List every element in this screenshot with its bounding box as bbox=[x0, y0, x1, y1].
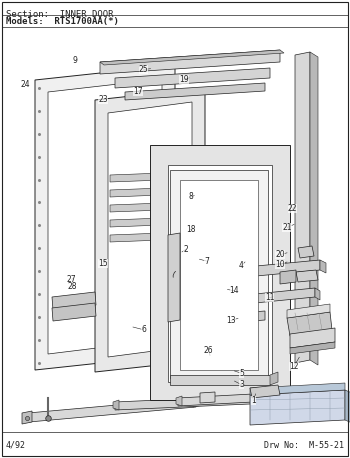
Polygon shape bbox=[235, 260, 320, 278]
Text: 9: 9 bbox=[73, 56, 78, 65]
Polygon shape bbox=[238, 311, 265, 322]
Polygon shape bbox=[287, 312, 332, 336]
Text: 12: 12 bbox=[289, 362, 299, 371]
Text: 14: 14 bbox=[230, 286, 239, 295]
Polygon shape bbox=[180, 180, 258, 370]
Text: Drw No:  M-55-21: Drw No: M-55-21 bbox=[264, 441, 344, 449]
Polygon shape bbox=[170, 375, 270, 385]
Text: 23: 23 bbox=[98, 95, 108, 104]
Polygon shape bbox=[125, 83, 265, 100]
Text: 8: 8 bbox=[188, 192, 193, 202]
Polygon shape bbox=[170, 170, 268, 378]
Text: 21: 21 bbox=[282, 223, 292, 232]
Text: 22: 22 bbox=[287, 204, 297, 213]
Polygon shape bbox=[100, 50, 280, 74]
Polygon shape bbox=[320, 260, 326, 273]
Text: 10: 10 bbox=[275, 260, 285, 269]
Polygon shape bbox=[110, 187, 190, 197]
Polygon shape bbox=[193, 396, 203, 407]
Polygon shape bbox=[35, 65, 175, 370]
Polygon shape bbox=[115, 394, 295, 410]
Polygon shape bbox=[113, 400, 119, 410]
Polygon shape bbox=[287, 304, 330, 318]
Polygon shape bbox=[52, 292, 96, 310]
Polygon shape bbox=[110, 217, 190, 227]
Text: 1: 1 bbox=[251, 396, 256, 405]
Text: 4/92: 4/92 bbox=[6, 441, 26, 449]
Text: 2: 2 bbox=[183, 245, 188, 254]
Polygon shape bbox=[295, 52, 310, 363]
Polygon shape bbox=[250, 385, 280, 398]
Text: 15: 15 bbox=[98, 259, 108, 268]
Text: 11: 11 bbox=[265, 293, 274, 302]
Polygon shape bbox=[290, 328, 335, 348]
Polygon shape bbox=[295, 394, 300, 404]
Text: 24: 24 bbox=[21, 80, 30, 89]
Polygon shape bbox=[95, 88, 205, 372]
Polygon shape bbox=[250, 383, 345, 395]
Text: Section:  INNER DOOR: Section: INNER DOOR bbox=[6, 10, 113, 19]
Polygon shape bbox=[110, 202, 190, 212]
Text: 4: 4 bbox=[239, 261, 244, 270]
Text: 18: 18 bbox=[186, 224, 196, 234]
Polygon shape bbox=[168, 165, 272, 382]
Polygon shape bbox=[110, 232, 190, 242]
Text: 6: 6 bbox=[141, 325, 146, 334]
Text: 20: 20 bbox=[275, 250, 285, 259]
Polygon shape bbox=[245, 288, 315, 304]
Polygon shape bbox=[52, 303, 96, 321]
Polygon shape bbox=[290, 342, 335, 354]
Polygon shape bbox=[100, 50, 284, 65]
Text: 27: 27 bbox=[67, 275, 77, 284]
Polygon shape bbox=[110, 172, 190, 182]
Polygon shape bbox=[345, 390, 350, 423]
Polygon shape bbox=[28, 398, 196, 422]
Polygon shape bbox=[220, 215, 252, 231]
Polygon shape bbox=[22, 411, 32, 424]
Polygon shape bbox=[176, 396, 182, 406]
Polygon shape bbox=[296, 270, 318, 282]
Text: Models:  RTS1700AA(*): Models: RTS1700AA(*) bbox=[6, 17, 119, 26]
Text: 26: 26 bbox=[203, 346, 213, 355]
Polygon shape bbox=[178, 392, 290, 406]
Polygon shape bbox=[298, 246, 314, 258]
Text: 28: 28 bbox=[67, 282, 77, 291]
Polygon shape bbox=[280, 270, 296, 284]
Polygon shape bbox=[108, 102, 192, 357]
Polygon shape bbox=[270, 372, 278, 385]
Text: 19: 19 bbox=[179, 75, 189, 84]
Text: 7: 7 bbox=[204, 256, 209, 266]
Polygon shape bbox=[115, 68, 270, 88]
Polygon shape bbox=[200, 392, 215, 403]
Text: 17: 17 bbox=[133, 87, 143, 96]
Polygon shape bbox=[315, 288, 320, 300]
Polygon shape bbox=[150, 145, 290, 400]
Polygon shape bbox=[250, 390, 345, 425]
Text: 13: 13 bbox=[226, 316, 236, 325]
Polygon shape bbox=[168, 233, 180, 322]
Text: 5: 5 bbox=[239, 369, 244, 378]
Text: 3: 3 bbox=[239, 380, 244, 389]
Polygon shape bbox=[310, 52, 318, 365]
Text: 25: 25 bbox=[139, 65, 148, 74]
Polygon shape bbox=[48, 79, 162, 354]
